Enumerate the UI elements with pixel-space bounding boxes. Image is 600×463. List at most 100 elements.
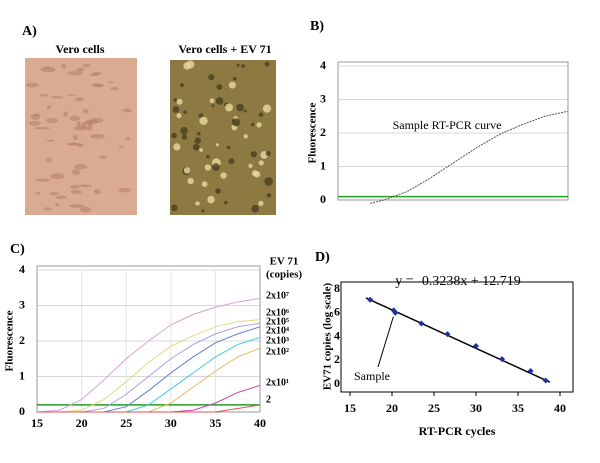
y-tick-label: 3	[320, 91, 326, 105]
cell	[66, 94, 76, 97]
cell	[69, 204, 85, 208]
cell	[265, 151, 271, 157]
y-tick-label: 0	[334, 376, 340, 390]
cell	[170, 204, 178, 212]
cell	[215, 97, 224, 105]
y-tick-label: 4	[19, 262, 25, 276]
legend-title: EV 71	[270, 256, 299, 268]
cell	[99, 155, 107, 159]
cell	[107, 81, 114, 84]
data-line	[37, 326, 261, 413]
cell	[258, 112, 264, 117]
cell	[40, 66, 56, 73]
cell	[197, 131, 201, 136]
cell	[176, 113, 182, 119]
cell	[69, 115, 81, 122]
y-tick-label: 4	[320, 58, 326, 72]
cell	[228, 158, 235, 165]
panel-label: A)	[22, 24, 37, 39]
panel-label: D)	[315, 250, 330, 265]
data-line	[36, 297, 261, 413]
equation: y = -0.3238x + 12.719	[395, 274, 520, 289]
cell	[72, 169, 81, 175]
cell	[253, 171, 261, 178]
cell	[44, 66, 50, 69]
cell	[79, 206, 92, 213]
cell	[251, 204, 259, 213]
cell	[74, 163, 88, 170]
cell	[82, 108, 89, 114]
y-tick-label: 4	[334, 328, 340, 342]
cell	[122, 108, 133, 113]
x-tick-label: 20	[76, 416, 88, 430]
cell	[72, 134, 78, 141]
legend-label: 2x10⁴	[266, 325, 289, 336]
y-tick-label: 0	[320, 192, 326, 206]
cell	[266, 193, 272, 198]
cell	[76, 121, 81, 127]
cell	[45, 118, 59, 124]
cell	[212, 163, 220, 171]
cell	[34, 126, 51, 130]
cell	[258, 200, 264, 207]
y-tick-label: 2	[320, 125, 326, 139]
cell	[71, 190, 83, 194]
cell	[42, 207, 53, 211]
cell	[77, 184, 92, 188]
x-tick-label: 30	[470, 401, 482, 415]
x-tick-label: 40	[554, 401, 566, 415]
y-tick-label: 6	[334, 305, 340, 319]
annotation: Sample RT-PCR curve	[393, 118, 502, 132]
cell	[250, 122, 255, 127]
cell	[35, 192, 41, 195]
cell	[63, 111, 69, 118]
legend-label: 2x10³	[266, 335, 289, 346]
cell	[232, 76, 237, 81]
x-tick-label: 35	[209, 416, 221, 430]
cell	[39, 94, 49, 97]
y-axis-title: Fluorescence	[4, 310, 16, 371]
y-axis-title: EV71 copies (log scale)	[322, 283, 334, 391]
cell	[183, 62, 191, 70]
cell	[55, 195, 67, 200]
cell	[70, 185, 80, 189]
cell	[243, 134, 248, 139]
cell	[223, 200, 228, 205]
micrograph	[170, 60, 276, 215]
y-tick-label: 0	[19, 404, 25, 418]
cell	[201, 209, 205, 213]
cell	[228, 81, 236, 89]
y-tick-label: 1	[320, 158, 326, 172]
cell	[236, 103, 244, 112]
cell	[180, 126, 188, 135]
cell	[110, 86, 119, 91]
annotation-arrow	[377, 316, 394, 368]
legend-title: (copies)	[266, 269, 302, 281]
cell	[91, 83, 104, 87]
data-line	[370, 110, 569, 204]
x-tick-label: 30	[165, 416, 177, 430]
y-tick-label: 3	[19, 297, 25, 311]
cell	[90, 133, 105, 139]
x-tick-label: 15	[31, 416, 43, 430]
cell	[199, 148, 203, 152]
panel-label: C)	[10, 242, 25, 257]
y-axis-title: Fluorescence	[307, 102, 319, 163]
cell	[232, 118, 241, 127]
cell	[176, 98, 183, 105]
y-tick-label: 8	[334, 281, 340, 295]
cell	[61, 63, 67, 69]
cell	[206, 154, 210, 159]
cell	[204, 164, 212, 171]
y-tick-label: 2	[334, 352, 340, 366]
cell	[45, 157, 53, 163]
image-caption: Vero cells + EV 71	[178, 42, 271, 56]
cell	[215, 188, 221, 194]
cell	[93, 188, 101, 195]
cell	[248, 163, 253, 168]
y-tick-label: 2	[19, 333, 25, 347]
x-tick-label: 25	[428, 401, 440, 415]
cell	[173, 143, 181, 151]
cell	[73, 125, 89, 131]
